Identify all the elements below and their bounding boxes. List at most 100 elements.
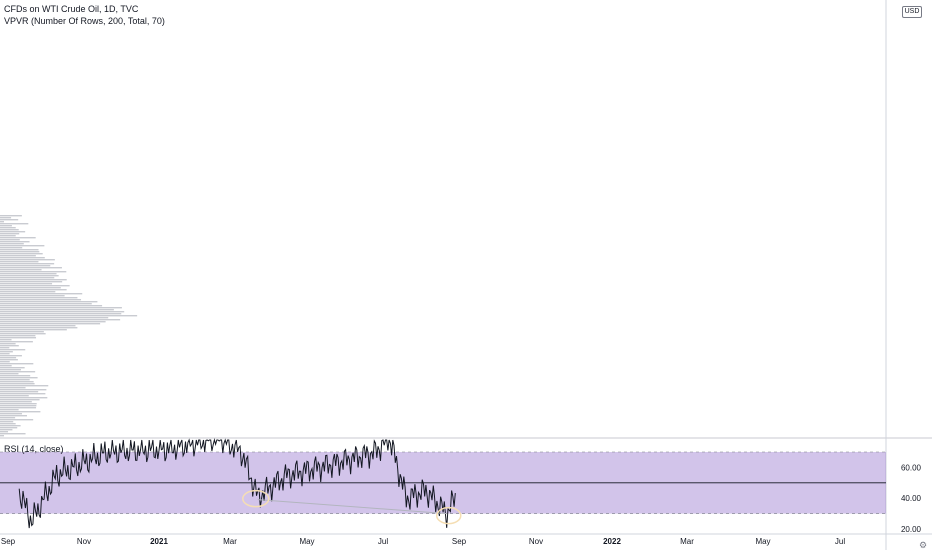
vpvr-row (0, 413, 22, 415)
vpvr-row (0, 295, 65, 297)
vpvr-row (0, 339, 12, 341)
vpvr-row (0, 429, 13, 431)
vpvr-row (0, 347, 10, 349)
vpvr-row (0, 237, 36, 239)
vpvr-row (0, 225, 12, 227)
rsi-divergence-line (257, 499, 447, 515)
vpvr-row (0, 431, 9, 433)
vpvr-row (0, 303, 92, 305)
vpvr-row (0, 351, 13, 353)
vpvr-row (0, 245, 45, 247)
time-axis-label: Mar (223, 537, 237, 546)
vpvr-row (0, 435, 4, 437)
vpvr-row (0, 277, 55, 279)
vpvr-row (0, 263, 55, 265)
vpvr-row (0, 281, 63, 283)
vpvr-row (0, 251, 40, 253)
vpvr-row (0, 247, 23, 249)
time-axis-label: Nov (77, 537, 91, 546)
rsi-low-ellipse (242, 489, 270, 508)
vpvr-row (0, 327, 78, 329)
vpvr-row (0, 269, 42, 271)
vpvr-row (0, 331, 44, 333)
vpvr-row (0, 283, 53, 285)
vpvr-row (0, 401, 32, 403)
vpvr-row (0, 379, 30, 381)
vpvr-row (0, 231, 26, 233)
vpvr-row (0, 421, 14, 423)
vpvr-row (0, 345, 19, 347)
rsi-axis-label: 60.00 (901, 463, 922, 472)
vpvr-row (0, 423, 16, 425)
vpvr-row (0, 361, 10, 363)
vpvr-row (0, 353, 10, 355)
time-axis-label: Nov (529, 537, 543, 546)
rsi-line (18, 438, 456, 529)
vpvr-row (0, 223, 29, 225)
vpvr-row (0, 371, 36, 373)
vpvr-row (0, 291, 56, 293)
settings-gear-icon[interactable]: ⚙ (919, 540, 928, 550)
vpvr-row (0, 267, 62, 269)
vpvr-row (0, 389, 47, 391)
vpvr-row (0, 349, 26, 351)
vpvr-row (0, 305, 103, 307)
vpvr-row (0, 219, 19, 221)
vpvr-row (0, 271, 67, 273)
vpvr-row (0, 217, 12, 219)
vpvr-row (0, 387, 26, 389)
time-axis-label: Jul (835, 537, 845, 546)
vpvr-row (0, 229, 19, 231)
vpvr-row (0, 359, 18, 361)
vpvr-row (0, 363, 34, 365)
vpvr-row (0, 301, 98, 303)
vpvr-row (0, 375, 31, 377)
vpvr-row (0, 259, 55, 261)
vpvr-row (0, 381, 34, 383)
vpvr-row (0, 215, 22, 217)
vpvr-row (0, 299, 82, 301)
vpvr-row (0, 369, 21, 371)
vpvr-row (0, 279, 67, 281)
vpvr-row (0, 373, 19, 375)
vpvr-row (0, 255, 36, 257)
vpvr-row (0, 241, 30, 243)
vpvr-row (0, 323, 101, 325)
rsi-low-ellipse (435, 506, 462, 525)
vpvr-row (0, 297, 78, 299)
time-axis-label: 2021 (150, 537, 168, 546)
time-axis-label: Sep (452, 537, 467, 546)
vpvr-row (0, 307, 122, 309)
vpvr-row (0, 417, 16, 419)
rsi-axis-label: 40.00 (901, 494, 922, 503)
vpvr-row (0, 407, 37, 409)
vpvr-row (0, 317, 109, 319)
vpvr-row (0, 289, 67, 291)
vpvr-row (0, 403, 37, 405)
vpvr-row (0, 341, 33, 343)
vpvr-row (0, 313, 122, 315)
vpvr-row (0, 273, 57, 275)
vpvr-row (0, 367, 25, 369)
chart-title: CFDs on WTI Crude Oil, 1D, TVC (4, 4, 139, 14)
vpvr-row (0, 257, 45, 259)
vpvr-row (0, 405, 37, 407)
vpvr-row (0, 425, 21, 427)
vpvr-row (0, 265, 51, 267)
vpvr-row (0, 227, 16, 229)
vpvr-row (0, 253, 43, 255)
vpvr-legend: VPVR (Number Of Rows, 200, Total, 70) (4, 16, 165, 26)
vpvr-row (0, 377, 38, 379)
currency-badge[interactable]: USD (902, 6, 922, 18)
vpvr-row (0, 275, 59, 277)
vpvr-row (0, 399, 40, 401)
vpvr-row (0, 409, 19, 411)
vpvr-row (0, 337, 37, 339)
vpvr-row (0, 427, 18, 429)
vpvr-row (0, 239, 20, 241)
vpvr-row (0, 249, 39, 251)
vpvr-row (0, 329, 67, 331)
vpvr-row (0, 311, 125, 313)
